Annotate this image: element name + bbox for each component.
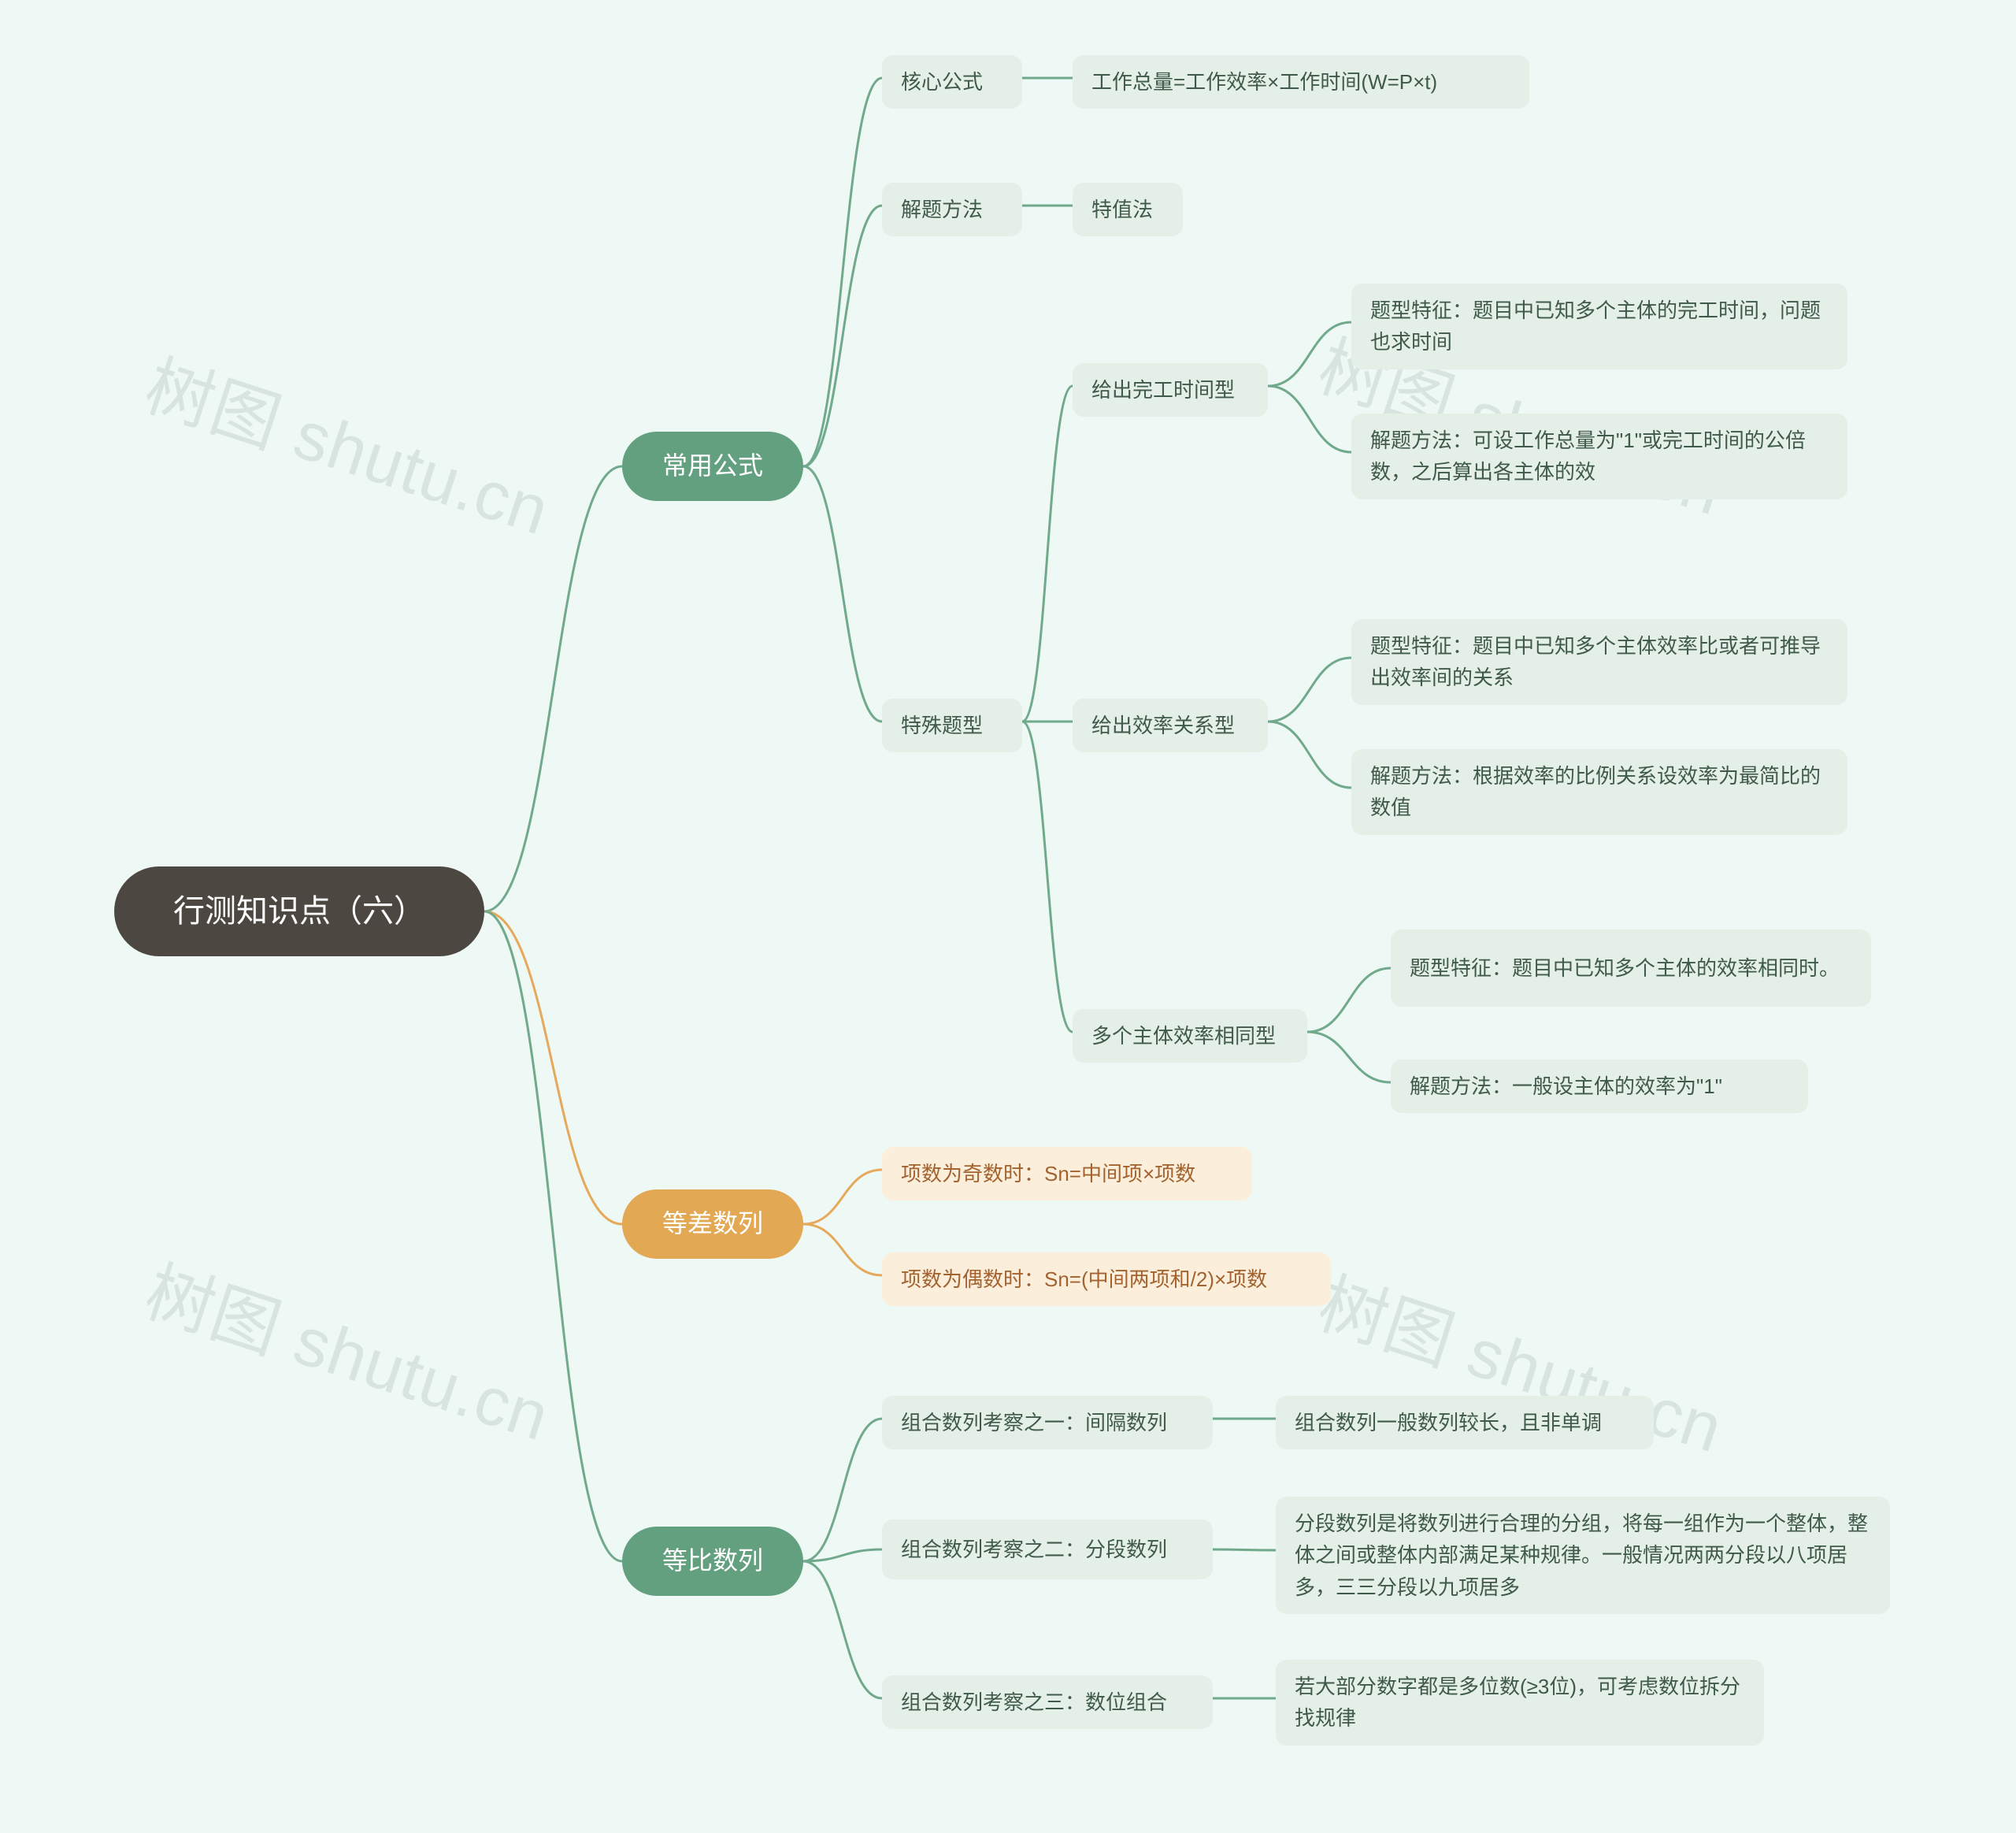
node-root[interactable]: 行测知识点（六） <box>114 866 484 956</box>
node-b1c2a[interactable]: 题型特征：题目中已知多个主体效率比或者可推导出效率间的关系 <box>1351 619 1847 705</box>
edge-b1c3-b1c3a <box>1307 968 1391 1032</box>
node-b3c[interactable]: 组合数列考察之三：数位组合 <box>882 1675 1213 1729</box>
node-b1a[interactable]: 核心公式 <box>882 55 1022 109</box>
edge-root-b1 <box>484 466 622 911</box>
node-b1b1[interactable]: 特值法 <box>1073 183 1183 236</box>
edge-b1c1-b1c1b <box>1268 386 1351 452</box>
node-b2a[interactable]: 项数为奇数时：Sn=中间项×项数 <box>882 1147 1252 1200</box>
edge-b3-b3b <box>803 1549 882 1561</box>
edge-b3-b3c <box>803 1561 882 1698</box>
node-b1c1a[interactable]: 题型特征：题目中已知多个主体的完工时间，问题也求时间 <box>1351 284 1847 369</box>
node-b2b[interactable]: 项数为偶数时：Sn=(中间两项和/2)×项数 <box>882 1252 1331 1306</box>
edge-b1-b1a <box>803 78 882 466</box>
node-b1c3b[interactable]: 解题方法：一般设主体的效率为"1" <box>1391 1059 1808 1113</box>
edge-b3b-b3b1 <box>1213 1549 1276 1550</box>
watermark: 树图 shutu.cn <box>135 1237 564 1460</box>
node-b1c2b[interactable]: 解题方法：根据效率的比例关系设效率为最简比的数值 <box>1351 749 1847 835</box>
node-b1a1[interactable]: 工作总量=工作效率×工作时间(W=P×t) <box>1073 55 1529 109</box>
edge-b1c1-b1c1a <box>1268 322 1351 386</box>
node-b3a1[interactable]: 组合数列一般数列较长，且非单调 <box>1276 1396 1654 1449</box>
mindmap-canvas: 树图 shutu.cn树图 shutu.cn树图 shutu.cn树图 shut… <box>0 0 2016 1833</box>
node-b1[interactable]: 常用公式 <box>622 432 803 501</box>
edge-b3-b3a <box>803 1419 882 1561</box>
edge-b2-b2a <box>803 1170 882 1224</box>
edge-b1c2-b1c2b <box>1268 722 1351 788</box>
node-b1c1b[interactable]: 解题方法：可设工作总量为"1"或完工时间的公倍数，之后算出各主体的效 <box>1351 414 1847 499</box>
node-b2[interactable]: 等差数列 <box>622 1189 803 1259</box>
edge-root-b2 <box>484 911 622 1224</box>
node-b3[interactable]: 等比数列 <box>622 1527 803 1596</box>
node-b1c3[interactable]: 多个主体效率相同型 <box>1073 1009 1307 1063</box>
node-b1b[interactable]: 解题方法 <box>882 183 1022 236</box>
edge-b1c2-b1c2a <box>1268 658 1351 722</box>
node-b1c1[interactable]: 给出完工时间型 <box>1073 363 1268 417</box>
edge-b1c-b1c3 <box>1022 722 1073 1032</box>
watermark: 树图 shutu.cn <box>135 331 564 554</box>
edge-b1-b1b <box>803 206 882 466</box>
node-b3a[interactable]: 组合数列考察之一：间隔数列 <box>882 1396 1213 1449</box>
node-b1c2[interactable]: 给出效率关系型 <box>1073 699 1268 752</box>
edge-b2-b2b <box>803 1224 882 1275</box>
node-b3b[interactable]: 组合数列考察之二：分段数列 <box>882 1519 1213 1579</box>
edge-b1c3-b1c3b <box>1307 1032 1391 1082</box>
node-b3c1[interactable]: 若大部分数字都是多位数(≥3位)，可考虑数位拆分找规律 <box>1276 1660 1764 1746</box>
edge-root-b3 <box>484 911 622 1561</box>
node-b1c[interactable]: 特殊题型 <box>882 699 1022 752</box>
node-b3b1[interactable]: 分段数列是将数列进行合理的分组，将每一组作为一个整体，整体之间或整体内部满足某种… <box>1276 1497 1890 1614</box>
edge-b1-b1c <box>803 466 882 722</box>
node-b1c3a[interactable]: 题型特征：题目中已知多个主体的效率相同时。 <box>1391 929 1871 1007</box>
edge-b1c-b1c1 <box>1022 386 1073 722</box>
